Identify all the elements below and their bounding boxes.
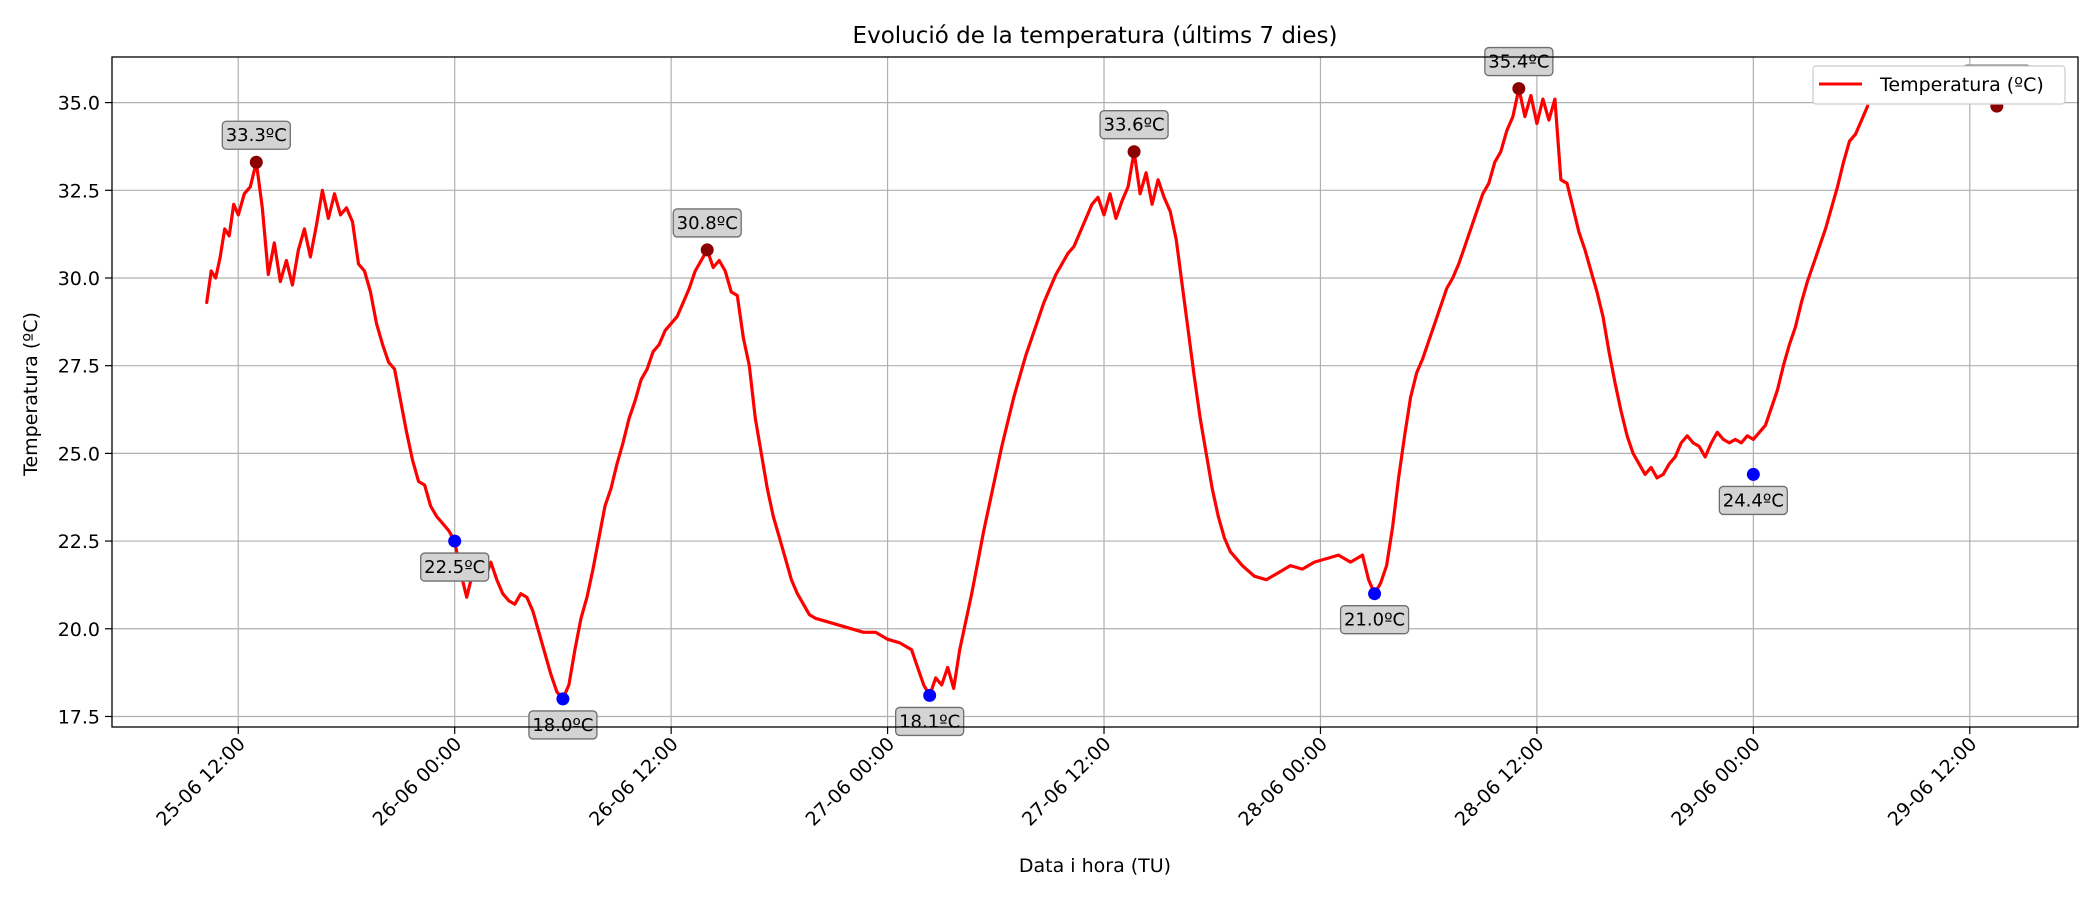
x-axis-label: Data i hora (TU) (1019, 855, 1171, 877)
min-point-marker (1746, 467, 1760, 481)
annotation-box (221, 120, 291, 150)
y-axis-label: Temperatura (ºC) (20, 312, 42, 477)
max-point-marker (1512, 82, 1526, 96)
legend-frame (1812, 65, 2066, 105)
max-point-marker (700, 243, 714, 257)
chart-title: Evolució de la temperatura (últims 7 die… (853, 23, 1338, 49)
annotation-label: 18.0ºC (532, 715, 593, 736)
annotation-box (1099, 110, 1169, 140)
annotation-box (895, 706, 965, 737)
annotation-box (672, 208, 742, 238)
annotation-box (1718, 485, 1788, 516)
annotation-label: 22.5ºC (424, 557, 485, 578)
min-point-marker (448, 534, 462, 548)
annotation-label: 21.0ºC (1344, 610, 1405, 631)
annotation-box (420, 552, 490, 582)
plot-area-frame (111, 56, 2079, 728)
y-tick-label: 32.5 (58, 180, 100, 202)
y-axis-ticks: 17.5 20.0 22.5 25.0 27.5 30.0 32.5 35.0 (58, 93, 112, 728)
y-tick-label: 27.5 (58, 356, 100, 378)
annotation-box (528, 710, 598, 740)
annotation-label: 33.6ºC (1104, 115, 1165, 136)
chart-grid (112, 57, 2078, 727)
annotation-box (1339, 605, 1410, 635)
min-point-marker (1368, 587, 1382, 601)
annotation-label: 30.8ºC (677, 213, 738, 234)
y-tick-label: 35.0 (58, 93, 100, 115)
legend-label: Temperatura (ºC) (1879, 74, 2044, 96)
y-tick-label: 30.0 (58, 268, 100, 290)
min-point-marker (923, 688, 937, 702)
max-point-marker (249, 155, 263, 169)
min-point-marker (556, 692, 570, 706)
annotation-label: 35.4ºC (1488, 52, 1549, 73)
legend: Temperatura (ºC) (1812, 65, 2066, 105)
annotation-label: 24.4ºC (1723, 490, 1784, 511)
annotation-box (1484, 46, 1554, 77)
y-tick-label: 25.0 (58, 443, 100, 465)
y-tick-label: 20.0 (58, 619, 100, 641)
y-tick-label: 17.5 (58, 706, 100, 728)
annotation-label: 33.3ºC (226, 125, 287, 146)
annotation-label: 18.1ºC (899, 711, 960, 732)
y-tick-label: 22.5 (58, 531, 100, 553)
max-point-marker (1127, 145, 1141, 159)
